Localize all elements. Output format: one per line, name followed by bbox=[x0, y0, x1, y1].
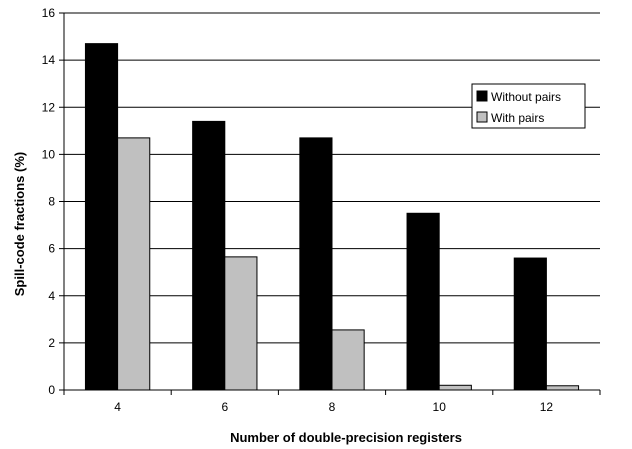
y-tick-label: 16 bbox=[42, 6, 56, 20]
y-tick-label: 0 bbox=[48, 383, 55, 397]
legend-box bbox=[471, 83, 586, 129]
x-tick-label: 10 bbox=[433, 400, 447, 414]
bar-without-pairs-6 bbox=[192, 120, 226, 391]
y-axis-ticks: 0 2 4 6 8 10 12 14 16 bbox=[42, 6, 64, 397]
bar-with-pairs-6 bbox=[224, 256, 258, 391]
bar-without-pairs-8 bbox=[299, 137, 333, 391]
legend-swatch-without-pairs bbox=[476, 90, 488, 102]
bar-without-pairs-12 bbox=[513, 257, 547, 391]
y-tick-label: 2 bbox=[48, 336, 55, 350]
y-tick-label: 8 bbox=[48, 195, 55, 209]
x-tick-label: 6 bbox=[221, 400, 228, 414]
x-axis-title: Number of double-precision registers bbox=[230, 430, 462, 445]
x-tick-label: 12 bbox=[540, 400, 554, 414]
bar-with-pairs-12 bbox=[545, 385, 580, 391]
y-tick-label: 12 bbox=[42, 100, 56, 114]
legend-swatch-with-pairs bbox=[476, 111, 488, 123]
x-axis-ticks: 4 6 8 10 12 bbox=[63, 390, 601, 414]
legend-label-with-pairs: With pairs bbox=[491, 111, 544, 125]
y-tick-label: 10 bbox=[42, 147, 56, 161]
bar-with-pairs-8 bbox=[331, 329, 365, 391]
x-tick-label: 8 bbox=[329, 400, 336, 414]
y-axis-title: Spill-code fractions (%) bbox=[12, 152, 27, 296]
bar-without-pairs-4 bbox=[84, 43, 119, 391]
legend-label-without-pairs: Without pairs bbox=[491, 90, 561, 104]
y-tick-label: 4 bbox=[48, 289, 55, 303]
y-tick-label: 6 bbox=[48, 242, 55, 256]
y-tick-label: 14 bbox=[42, 53, 56, 67]
x-tick-label: 4 bbox=[114, 400, 121, 414]
legend: Without pairs With pairs bbox=[471, 83, 586, 129]
bar-without-pairs-10 bbox=[406, 212, 440, 391]
bar-with-pairs-4 bbox=[117, 137, 151, 391]
bars bbox=[84, 43, 580, 391]
bar-with-pairs-10 bbox=[438, 384, 472, 391]
